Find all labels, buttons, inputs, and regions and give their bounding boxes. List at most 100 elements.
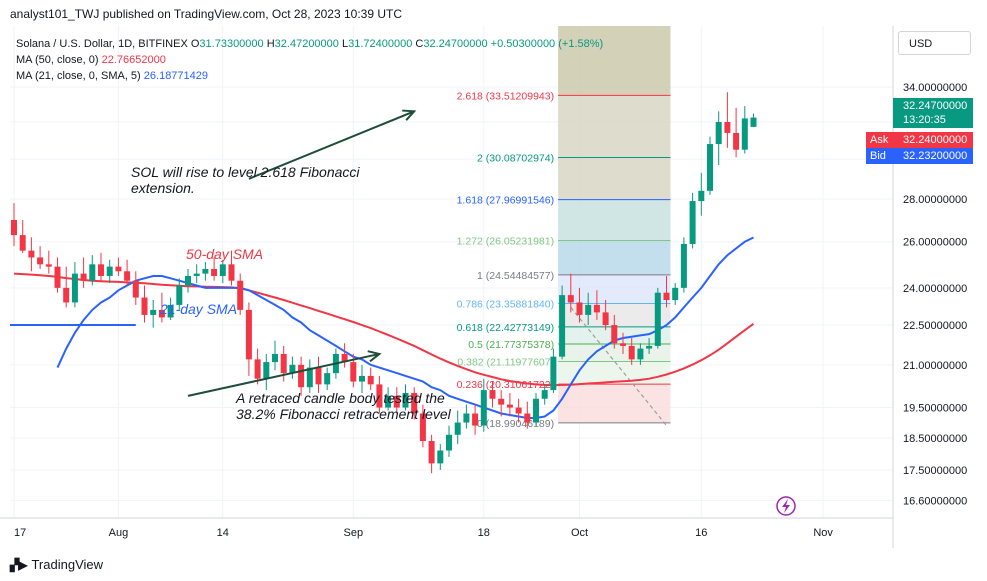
ask-label: Ask (866, 132, 893, 148)
candle-body (437, 450, 444, 464)
candle-body (341, 353, 348, 363)
legend-change: +0.50300000 (+1.58%) (490, 38, 604, 50)
candle-down (393, 387, 400, 414)
candle-up (741, 106, 748, 154)
candle-down (245, 302, 252, 376)
candle-body (185, 275, 191, 286)
candle-body (402, 392, 409, 408)
candle-body (45, 264, 52, 267)
tradingview-brand[interactable]: ▞▶ TradingView (10, 557, 103, 572)
candle-up (715, 111, 722, 166)
candle-up (454, 410, 461, 445)
currency-button[interactable]: USD (898, 31, 971, 55)
candle-up (437, 444, 444, 470)
y-tick-label: 18.50000000 (903, 433, 967, 445)
candle-body (637, 348, 644, 360)
footer: ▞▶ TradingView (0, 548, 987, 581)
candle-body (324, 373, 331, 385)
candle-body (54, 266, 61, 288)
candle-up (637, 343, 644, 365)
candle-body (480, 390, 487, 426)
ask-value: 32.24000000 (893, 132, 973, 148)
fib-level-label: 0.382 (21.11977607) (457, 357, 554, 369)
candle-body (724, 122, 731, 133)
fib-level-label: 0.618 (22.42773149) (457, 322, 555, 334)
candle-body (11, 219, 17, 236)
candle-body (524, 413, 531, 423)
candle-down (54, 257, 61, 293)
candle-up (150, 299, 157, 328)
arrow-shaft (187, 352, 380, 397)
candle-down (228, 250, 235, 286)
legend-high: 32.47200000 (274, 38, 339, 50)
candle-body (237, 280, 244, 310)
candle-up (541, 384, 548, 405)
x-tick-label: Aug (109, 527, 129, 539)
y-tick-label: 21.00000000 (903, 360, 967, 372)
candle-body (689, 201, 696, 244)
candle-body (98, 264, 104, 276)
fib-level-label: 2.618 (33.51209943) (457, 90, 555, 102)
candle-down (141, 285, 148, 323)
candle-down (498, 390, 505, 417)
fib-extension-note-line2: extension. (131, 180, 195, 196)
candle-body (37, 257, 44, 265)
candle-down (254, 348, 261, 385)
candle-body (158, 309, 165, 318)
candle-body (654, 292, 661, 346)
x-tick-label: 14 (217, 527, 229, 539)
bar-countdown: 13:20:35 (903, 114, 946, 126)
legend-symbol: Solana / U.S. Dollar, 1D, BITFINEX (16, 38, 188, 50)
y-tick-label: 34.00000000 (903, 82, 967, 94)
candle-body (132, 280, 139, 298)
fib-zone-1.272 (558, 240, 671, 275)
sma21-label: 21-day SMA (159, 301, 237, 317)
candle-body (385, 395, 392, 408)
candle-body (289, 364, 296, 374)
candle-up (89, 255, 96, 286)
candle-body (167, 304, 174, 318)
candle-down (489, 381, 496, 408)
legend-symbol-row: Solana / U.S. Dollar, 1D, BITFINEX O31.7… (16, 36, 603, 52)
candle-down (376, 375, 383, 414)
candle-body (733, 132, 740, 150)
candle-up (707, 136, 713, 195)
candle-body (393, 395, 400, 408)
candle-body (141, 297, 148, 315)
candle-up (193, 264, 200, 284)
candle-body (359, 375, 365, 382)
candle-body (115, 266, 122, 272)
candle-down (611, 314, 618, 349)
y-tick-label: 22.50000000 (903, 320, 967, 332)
candle-up (585, 292, 592, 326)
candle-up (550, 348, 557, 393)
candle-down (367, 367, 374, 391)
candle-body (367, 375, 374, 385)
chart-area[interactable]: 2.618 (33.51209943) 2 (30.08702974) 1.618 … (0, 26, 987, 548)
x-tick-label: Oct (571, 527, 588, 539)
candle-body (541, 390, 548, 399)
candle-body (707, 144, 713, 191)
candle-body (272, 353, 278, 363)
candle-up (646, 338, 653, 354)
candle-body (750, 117, 757, 127)
bid-value: 32.23200000 (893, 148, 973, 164)
candle-up (446, 425, 452, 457)
candle-down (419, 404, 426, 448)
fib-level-label: 1.618 (27.96991546) (457, 195, 555, 207)
candle-body (80, 273, 87, 281)
retrace-note-line1: A retraced candle body tested the (235, 390, 445, 406)
fib-zone-2 (558, 157, 671, 200)
candle-up (324, 367, 331, 391)
candle-body (585, 304, 592, 315)
legend-close: 32.24700000 (423, 38, 488, 50)
candle-body (741, 118, 748, 150)
candle-body (228, 264, 235, 281)
candle-body (176, 285, 183, 305)
candle-down (19, 219, 26, 253)
candle-body (428, 441, 435, 464)
candle-up (167, 297, 174, 320)
fib-level-label: 0.5 (21.77375378) (468, 339, 554, 351)
candle-up (689, 192, 696, 249)
legend-ma50-row: MA (50, close, 0) 22.76652000 (16, 52, 603, 68)
